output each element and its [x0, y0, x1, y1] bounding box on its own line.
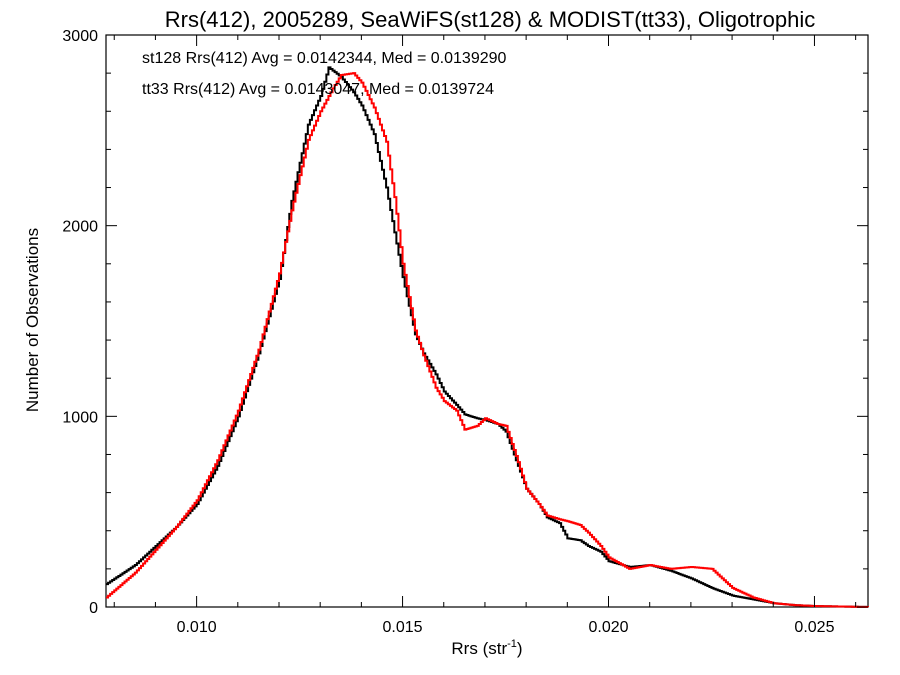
y-tick-label: 2000: [62, 219, 98, 236]
x-tick-label: 0.025: [794, 619, 834, 636]
x-axis-label: Rrs (str-1): [451, 638, 522, 658]
series-line-tt33: [106, 72, 869, 608]
plot-border: [105, 34, 869, 608]
plot-frame: [105, 34, 869, 608]
legend-entry-st128: st128 Rrs(412) Avg = 0.0142344, Med = 0.…: [142, 50, 507, 67]
y-tick-label: 3000: [62, 28, 98, 45]
y-tick-label: 1000: [62, 409, 98, 426]
series-layer: [106, 66, 869, 608]
x-axis-label-close: ): [517, 639, 523, 658]
chart-title: Rrs(412), 2005289, SeaWiFS(st128) & MODI…: [165, 7, 815, 32]
x-tick-label: 0.010: [177, 619, 217, 636]
x-axis-label-main: Rrs (str: [451, 639, 507, 658]
ticks-layer: 0.010 0.015 0.020 0.025 0 1000 2000 3000: [62, 28, 868, 636]
x-axis-label-superscript: -1: [507, 638, 517, 650]
x-tick-label: 0.020: [588, 619, 628, 636]
legend-entry-tt33: tt33 Rrs(412) Avg = 0.0143047, Med = 0.0…: [142, 81, 494, 98]
y-axis-label: Number of Observations: [23, 228, 42, 412]
series-line-st128: [106, 66, 869, 608]
x-tick-label: 0.015: [383, 619, 423, 636]
y-tick-label: 0: [89, 600, 98, 617]
